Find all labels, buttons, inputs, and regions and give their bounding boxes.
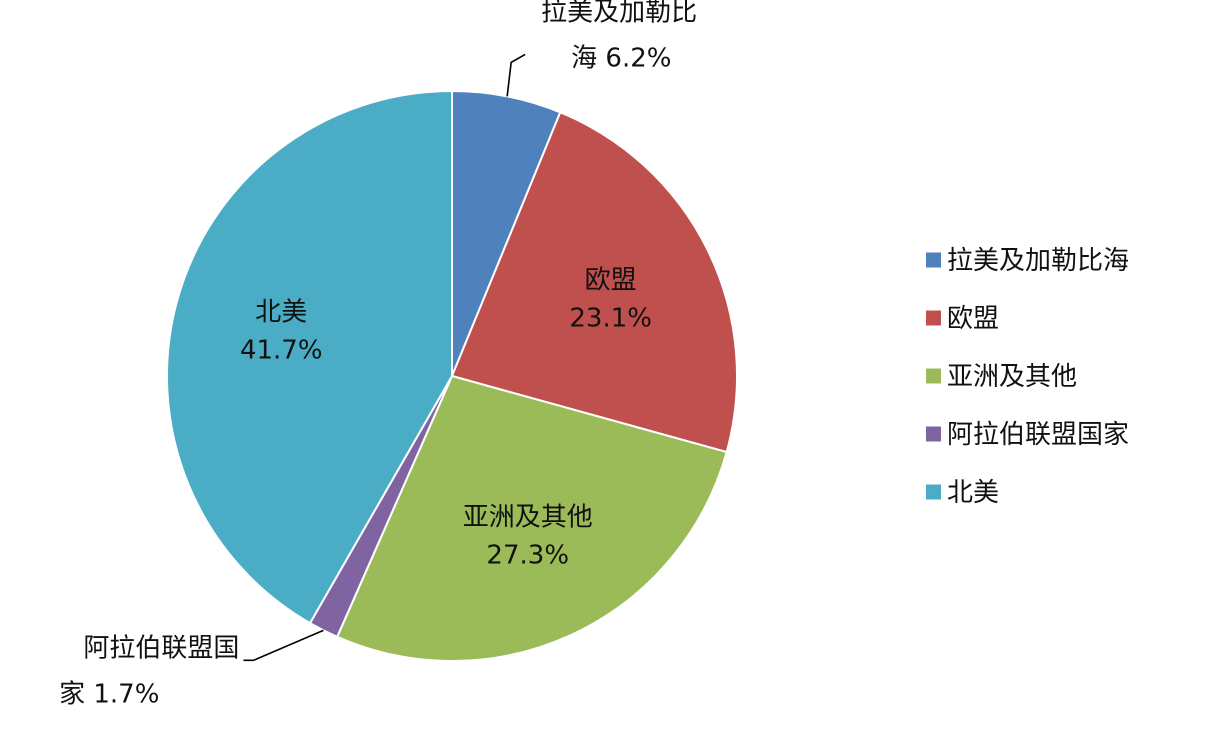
data-label-1: 欧盟 23.1% xyxy=(569,265,652,333)
legend-swatch-2 xyxy=(926,368,941,384)
leader-line-0 xyxy=(506,53,526,97)
legend-swatch-3 xyxy=(926,426,941,442)
data-label-0: 拉美及加勒比海 6.2% xyxy=(541,0,697,73)
legend-swatch-4 xyxy=(926,484,941,500)
legend-label-0: 拉美及加勒比海 xyxy=(947,246,1129,276)
data-label-3: 阿拉伯联盟国家 1.7% xyxy=(59,633,239,709)
legend-label-1: 欧盟 xyxy=(947,304,999,334)
legend-label-3: 阿拉伯联盟国家 xyxy=(947,420,1129,450)
leader-line-3 xyxy=(243,629,324,662)
legend-label-2: 亚洲及其他 xyxy=(947,362,1077,392)
pie-slice-1 xyxy=(450,111,738,454)
data-label-4: 北美 41.7% xyxy=(240,297,323,365)
legend-label-4: 北美 xyxy=(947,478,999,508)
leader-lines xyxy=(243,53,526,662)
pie-slices xyxy=(166,89,738,662)
data-labels: 拉美及加勒比海 6.2% 欧盟 23.1% 亚洲及其他 27.3% 阿拉伯联盟国家 1.7… xyxy=(59,0,697,709)
pie-slice-2 xyxy=(335,374,728,662)
data-label-2: 亚洲及其他 27.3% xyxy=(463,503,593,571)
pie-slice-4 xyxy=(166,89,453,625)
legend-swatch-1 xyxy=(926,310,941,326)
legend-swatch-0 xyxy=(926,252,941,268)
